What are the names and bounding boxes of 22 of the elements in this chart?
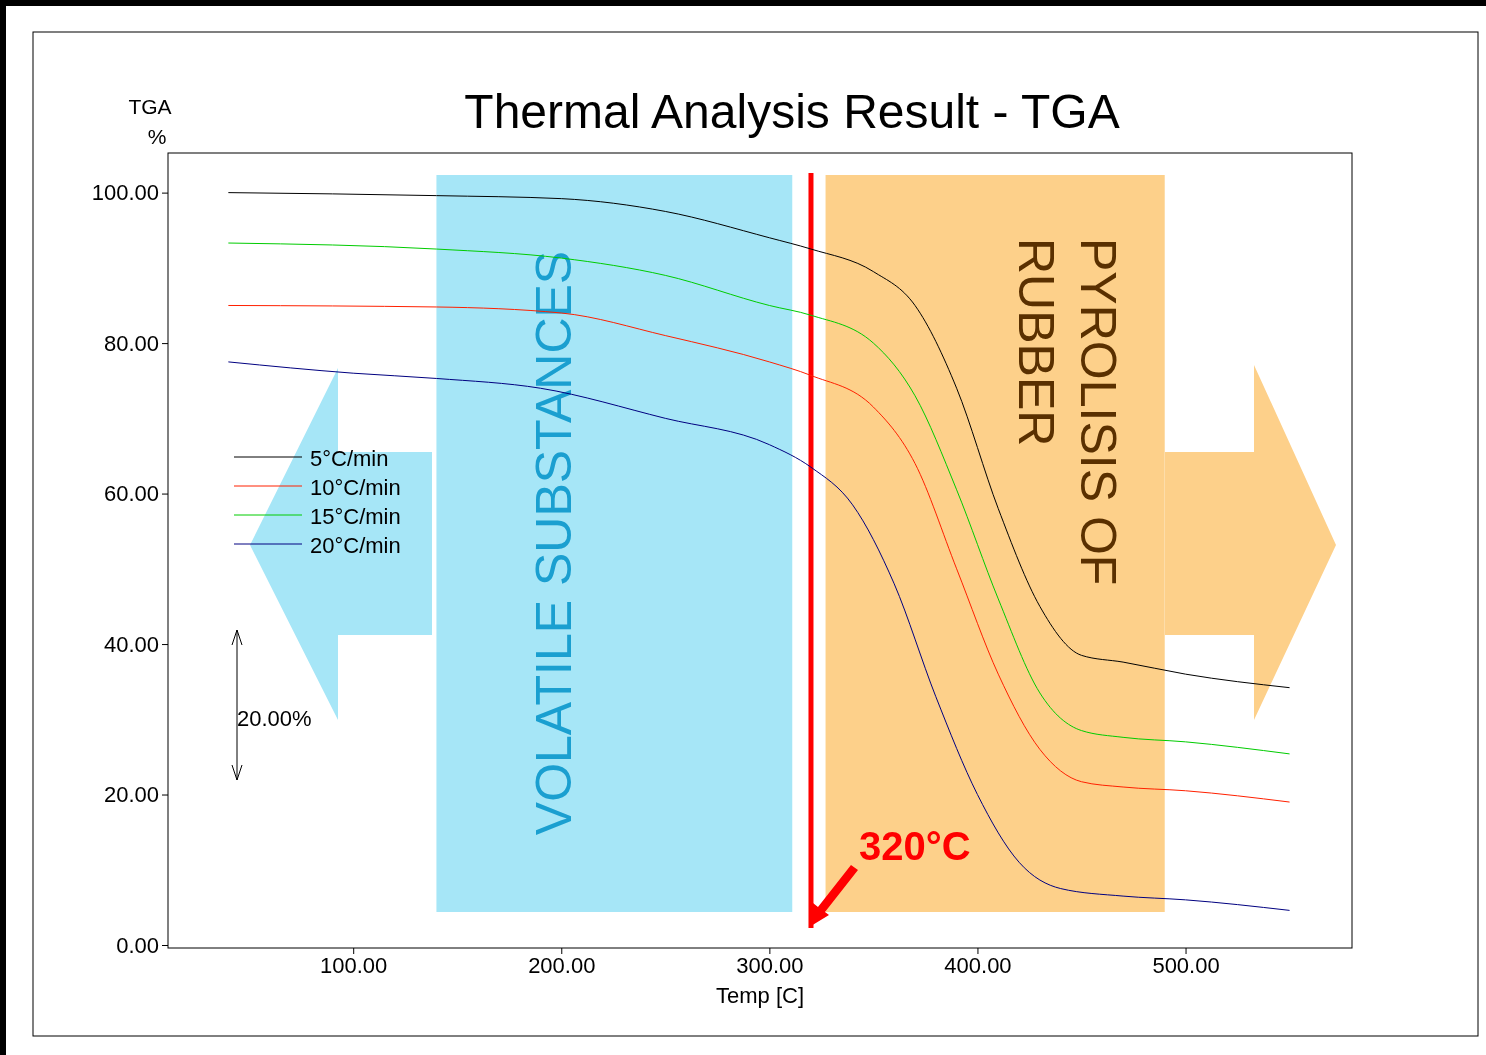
x-axis-title: Temp [C]	[715, 983, 805, 1008]
y-tick-label: 20.00	[103, 782, 159, 808]
y-tick-label: 80.00	[103, 330, 159, 356]
y-tick-label: 0.00	[116, 932, 159, 958]
y-tick-label: 40.00	[103, 631, 159, 657]
legend-label: 20°C/min	[310, 533, 401, 558]
legend-label: 15°C/min	[310, 504, 401, 529]
x-tick-label: 200.00	[528, 952, 596, 978]
legend-label: 5°C/min	[310, 446, 389, 471]
ref-line-label: 320°C	[858, 824, 971, 868]
y-tick-label: 100.00	[91, 180, 159, 206]
band-label: VOLATILE SUBSTANCES	[526, 250, 583, 836]
legend-label: 10°C/min	[310, 475, 401, 500]
y-axis-title: TGA %	[128, 95, 172, 148]
x-tick-label: 300.00	[736, 952, 804, 978]
x-tick-label: 500.00	[1152, 952, 1220, 978]
band-label: PYROLISIS OF RUBBER	[1007, 238, 1126, 586]
x-tick-label: 400.00	[944, 952, 1012, 978]
chart-title: Thermal Analysis Result - TGA	[464, 85, 1120, 138]
y-tick-label: 60.00	[103, 481, 159, 507]
annotation: 20.00%	[237, 706, 312, 731]
x-tick-label: 100.00	[320, 952, 388, 978]
